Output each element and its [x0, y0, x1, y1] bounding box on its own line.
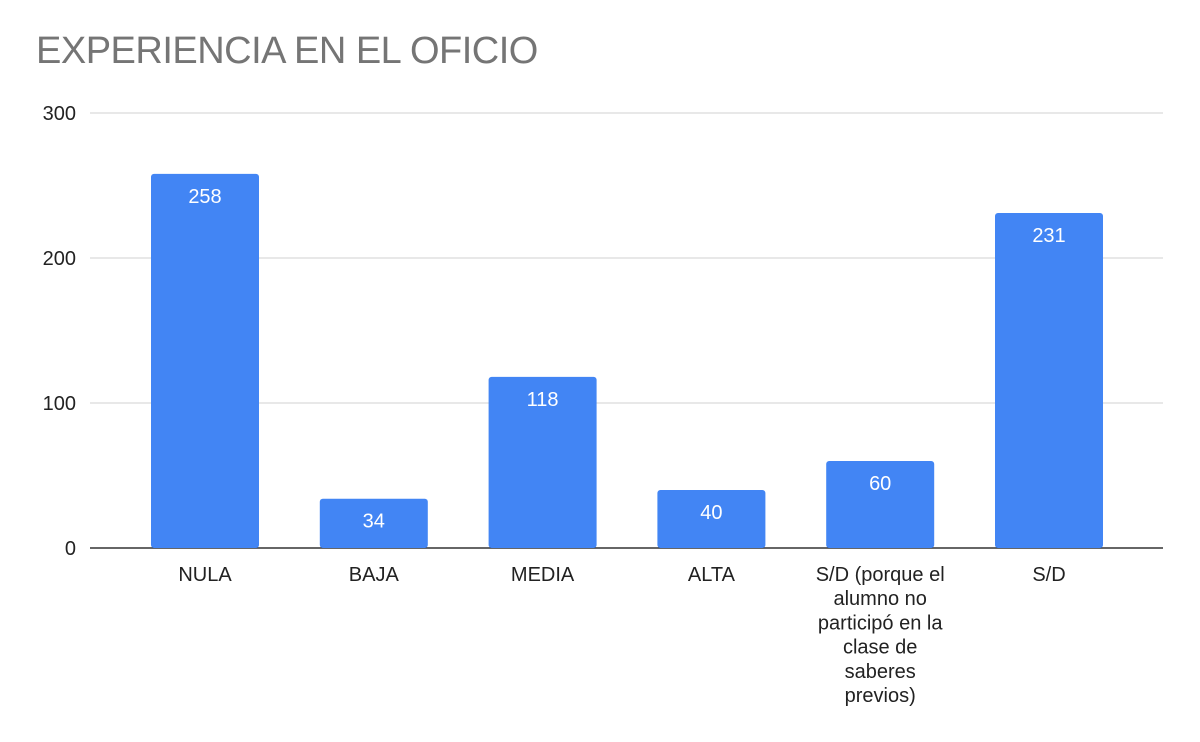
bar	[151, 173, 259, 548]
bar-value-label: 60	[869, 473, 891, 495]
x-tick-label: S/D (porque el alumno no participó en la cl…	[816, 564, 945, 707]
bar	[488, 376, 597, 548]
bars	[151, 173, 1103, 549]
bar-value-label: 118	[527, 389, 559, 411]
y-axis-labels: 0 100 200 300	[43, 103, 76, 560]
x-tick-label: S/D	[1032, 564, 1065, 586]
y-tick-label: 300	[43, 103, 76, 125]
bar-value-label: 231	[1032, 225, 1065, 247]
x-tick-label: BAJA	[349, 564, 400, 586]
x-tick-label: NULA	[178, 564, 232, 586]
chart-title: EXPERIENCIA EN EL OFICIO	[36, 30, 538, 72]
data-labels: 258 34 118 40 60 231	[188, 186, 1065, 533]
bar	[657, 490, 766, 548]
bar-value-label: 258	[188, 186, 221, 208]
y-tick-label: 200	[43, 248, 76, 270]
y-tick-label: 0	[65, 538, 76, 560]
x-tick-label: MEDIA	[511, 564, 575, 586]
x-axis-labels: NULA BAJA MEDIA ALTA S/D (porque el alumno no…	[178, 564, 1065, 707]
bar-value-label: 40	[700, 502, 722, 524]
bar	[319, 498, 428, 548]
bar	[995, 213, 1103, 549]
y-tick-label: 100	[43, 393, 76, 415]
bar-value-label: 34	[363, 511, 385, 533]
grid-lines	[90, 112, 1163, 549]
x-tick-label: ALTA	[688, 564, 736, 586]
bar	[826, 461, 935, 548]
